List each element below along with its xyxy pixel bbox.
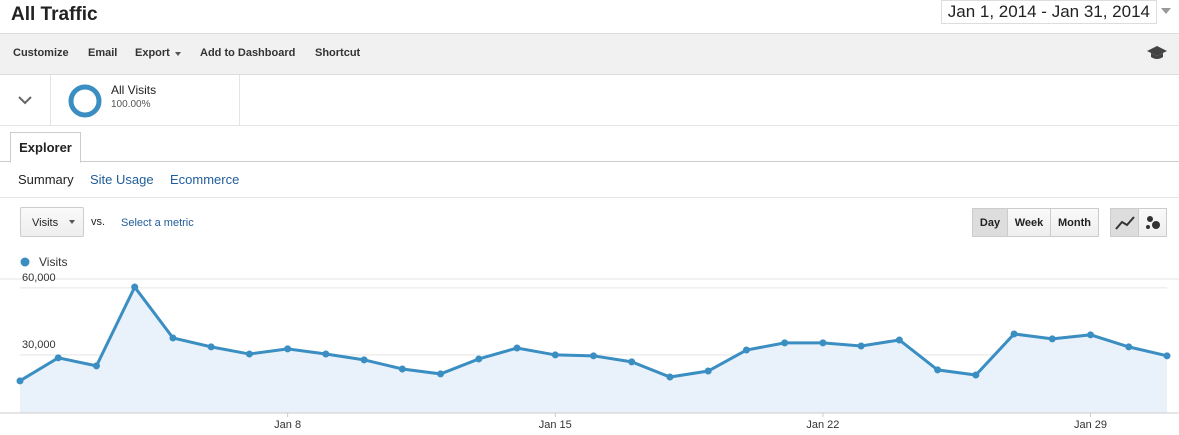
point [169,334,177,342]
point [666,373,674,381]
point [742,346,750,354]
subtab[interactable]: Ecommerce [170,172,240,187]
toolbar-button[interactable]: Email [88,47,118,59]
point [54,354,62,362]
point [1125,343,1133,351]
separator [0,197,1179,198]
point [551,351,559,359]
motion-chart-button[interactable] [1138,208,1167,237]
legend-label: Visits [39,255,67,269]
segment-share: 100.00% [111,99,151,110]
point [398,365,406,373]
subtab[interactable]: Summary [18,172,74,187]
segment-name: All Visits [111,83,157,97]
period-button[interactable]: Month [1050,208,1099,237]
legend-marker [20,257,30,267]
point [1010,330,1018,338]
toolbar-button[interactable]: Export [135,47,170,59]
period-button[interactable]: Week [1007,208,1051,237]
segment-row: All Visits 100.00% [0,75,1179,126]
point [934,366,942,374]
line-icon [1114,216,1135,230]
x-tick-label: Jan 15 [539,419,572,431]
point [972,371,980,379]
chart: 30,000 60,000 Jan 8 Jan 15 Jan 22 Jan 29 Visit… [0,255,1179,431]
point [360,356,368,364]
point [704,367,712,375]
point [590,352,597,360]
point [819,339,827,347]
toolbar: Customize Email Export Add to Dashboard … [0,33,1179,75]
select-metric[interactable]: Select a metric [121,217,194,229]
separator [239,75,240,125]
x-tick-label: Jan 22 [806,419,839,431]
point [895,336,903,344]
tab-line [0,161,1179,162]
collapse-icon[interactable] [18,95,32,105]
vs-label: vs. [91,216,106,228]
point [628,358,636,366]
dropdown-arrow [69,220,75,224]
point [207,343,215,351]
help-icon[interactable] [1146,45,1168,61]
dropdown-arrow [175,52,181,56]
point [131,283,139,291]
point [1087,331,1095,339]
point [16,377,24,385]
point [284,345,292,353]
point [437,370,445,378]
metric-label: Visits [32,217,59,229]
area [20,287,1167,413]
period-button[interactable]: Day [972,208,1008,237]
segment-ring [68,84,102,118]
y-tick-label: 30,000 [22,339,56,351]
x-tick-label: Jan 29 [1074,419,1107,431]
point [857,342,865,350]
tab[interactable]: Explorer [10,132,81,163]
point [92,362,100,370]
x-tick-label: Jan 8 [274,419,301,431]
point [322,350,330,358]
subtab[interactable]: Site Usage [90,172,154,187]
point [1163,352,1171,360]
point [781,339,789,347]
point [245,350,253,358]
toolbar-button[interactable]: Customize [13,47,69,59]
toolbar-button[interactable]: Add to Dashboard [200,47,296,59]
point [513,344,521,352]
date-range[interactable]: Jan 1, 2014 - Jan 31, 2014 [940,0,1157,24]
y-tick-label: 60,000 [22,272,56,284]
separator [50,75,51,125]
point [1048,335,1056,343]
date-dropdown-arrow[interactable] [1161,8,1171,14]
toolbar-button[interactable]: Shortcut [315,47,361,59]
bubble-icon [1145,216,1160,229]
point [475,355,483,363]
title: All Traffic [11,4,98,25]
line-chart-button[interactable] [1110,208,1139,237]
